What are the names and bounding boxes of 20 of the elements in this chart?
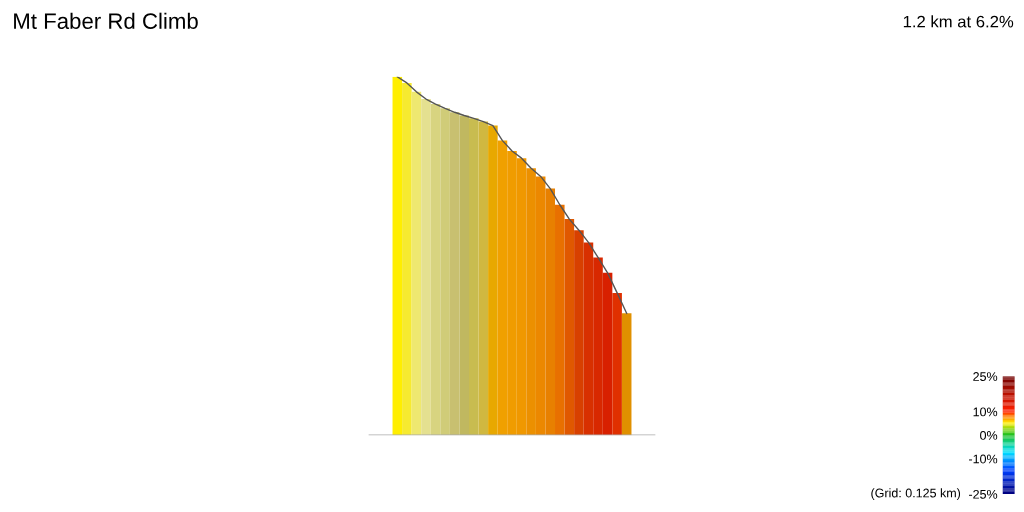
bar (574, 230, 584, 436)
bar (564, 219, 575, 436)
color-bar-title: (Grid: 0.125 km) (871, 488, 961, 500)
bar (621, 313, 632, 436)
color-bar-label: -25% (969, 489, 998, 499)
text: 1.2 km at 6.2% (903, 15, 1014, 28)
bar (421, 99, 431, 436)
text: Mt Faber Rd Climb (14, 12, 198, 30)
bar (402, 82, 412, 436)
bar (612, 292, 622, 436)
bar (459, 115, 469, 436)
color-bar-label: -10% (969, 454, 998, 464)
bar (392, 76, 403, 436)
color-bar-label: 25% (973, 372, 998, 381)
bar (478, 121, 489, 436)
color-bar-label: 0% (980, 431, 998, 440)
bar (555, 204, 565, 436)
bar (411, 91, 422, 436)
bar (468, 118, 479, 436)
color-bar-label: 10% (973, 407, 998, 417)
